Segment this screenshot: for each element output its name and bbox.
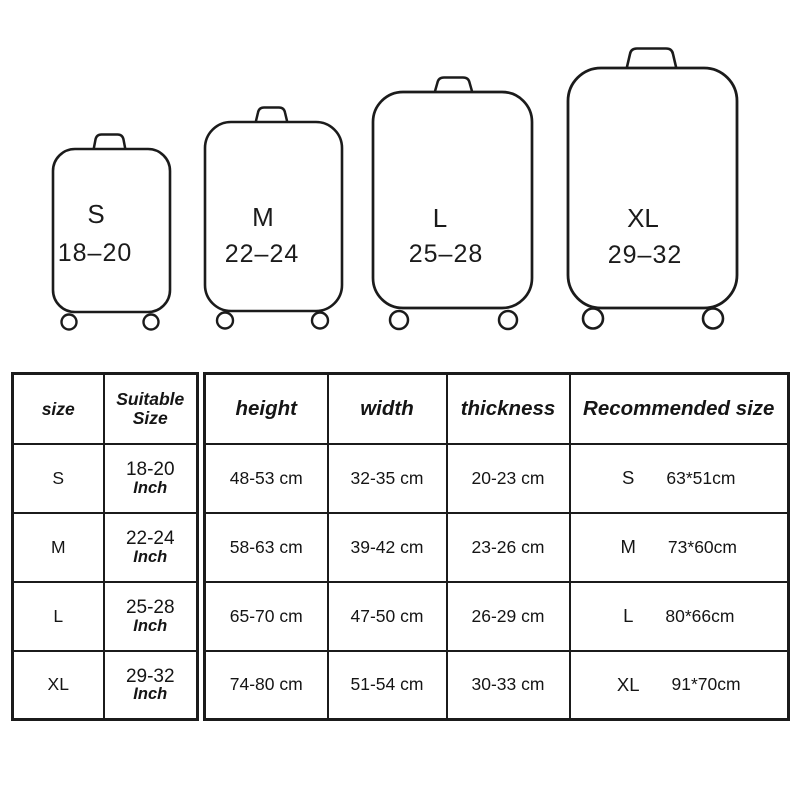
suitcase-size-range: 29–32 bbox=[608, 241, 683, 269]
suitcase-size-label: L bbox=[433, 203, 447, 233]
recommended-size-letter: M bbox=[620, 536, 636, 557]
table-row: L 25-28 Inch bbox=[11, 580, 199, 652]
wheel-icon bbox=[215, 311, 235, 330]
table-row: 58-63 cm 39-42 cm 23-26 cm M 73*60cm bbox=[203, 511, 790, 583]
suitable-value: 25-28 bbox=[125, 596, 175, 618]
cell-suitable: 22-24 Inch bbox=[102, 511, 199, 583]
recommended-size-dimensions: 80*66cm bbox=[665, 605, 735, 626]
header-width: width bbox=[326, 372, 448, 445]
suitcase-size-range: 18–20 bbox=[58, 239, 133, 267]
suitcase-xl: XL 29–32 bbox=[566, 47, 739, 330]
suitcase-size-range: 25–28 bbox=[409, 240, 484, 268]
suitable-value: 22-24 bbox=[125, 527, 175, 549]
wheel-icon bbox=[60, 313, 78, 331]
header-suitable-line2: Size bbox=[132, 407, 168, 428]
header-height: height bbox=[203, 372, 329, 445]
recommended-size-dimensions: 63*51cm bbox=[666, 467, 736, 488]
suitcase-body bbox=[371, 90, 534, 310]
cell-recommended: L 80*66cm bbox=[568, 580, 790, 652]
suitable-value: 29-32 bbox=[125, 665, 175, 687]
cell-height: 48-53 cm bbox=[203, 442, 329, 514]
suitable-unit: Inch bbox=[133, 547, 168, 566]
cell-recommended: M 73*60cm bbox=[568, 511, 790, 583]
recommended-size-dimensions: 91*70cm bbox=[671, 674, 741, 695]
cell-thickness: 23-26 cm bbox=[445, 511, 571, 583]
cell-recommended: XL 91*70cm bbox=[568, 649, 790, 721]
cell-size: L bbox=[11, 580, 105, 652]
suitcase-handle bbox=[625, 47, 678, 70]
cell-suitable: 18-20 Inch bbox=[102, 442, 199, 514]
wheel-icon bbox=[388, 309, 410, 331]
cell-thickness: 30-33 cm bbox=[445, 649, 571, 721]
recommended-size-letter: L bbox=[623, 605, 634, 626]
header-thickness: thickness bbox=[445, 372, 571, 445]
recommended-size-letter: XL bbox=[616, 673, 640, 695]
cell-height: 65-70 cm bbox=[203, 580, 329, 652]
wheel-icon bbox=[310, 311, 330, 330]
wheel-icon bbox=[142, 313, 160, 331]
suitcase-s: S 18–20 bbox=[51, 133, 172, 331]
suitcase-body bbox=[203, 120, 344, 313]
table-row: M 22-24 Inch bbox=[11, 511, 199, 583]
cell-suitable: 25-28 Inch bbox=[102, 580, 199, 652]
header-size: size bbox=[11, 372, 105, 445]
cell-width: 39-42 cm bbox=[326, 511, 448, 583]
cell-size: M bbox=[11, 511, 105, 583]
table-row: 65-70 cm 47-50 cm 26-29 cm L 80*66cm bbox=[203, 580, 790, 652]
suitable-unit: Inch bbox=[133, 478, 168, 497]
suitcase-diagram: S 18–20 M 22–24 L 25–28 XL 29 bbox=[51, 47, 739, 331]
suitcase-m: M 22–24 bbox=[203, 106, 344, 330]
suitcase-body bbox=[566, 66, 739, 310]
cell-size: XL bbox=[11, 649, 105, 721]
size-table: size Suitable Size S 18-20 Inch M 22-24 … bbox=[11, 372, 199, 721]
table-row: S 18-20 Inch bbox=[11, 442, 199, 514]
suitcase-size-label: XL bbox=[627, 203, 659, 233]
header-recommended-size: Recommended size bbox=[568, 372, 790, 445]
suitcase-size-label: M bbox=[252, 202, 274, 232]
suitable-unit: Inch bbox=[133, 685, 168, 704]
cell-recommended: S 63*51cm bbox=[568, 442, 790, 514]
recommended-size-dimensions: 73*60cm bbox=[667, 536, 737, 557]
cell-height: 58-63 cm bbox=[203, 511, 329, 583]
table-header-row: size Suitable Size bbox=[11, 372, 199, 445]
cell-suitable: 29-32 Inch bbox=[102, 649, 199, 721]
table-row: 48-53 cm 32-35 cm 20-23 cm S 63*51cm bbox=[203, 442, 790, 514]
cell-width: 32-35 cm bbox=[326, 442, 448, 514]
cell-thickness: 26-29 cm bbox=[445, 580, 571, 652]
suitcase-handle bbox=[254, 106, 289, 124]
cell-height: 74-80 cm bbox=[203, 649, 329, 721]
suitable-value: 18-20 bbox=[125, 458, 175, 480]
suitcase-body bbox=[51, 147, 172, 314]
cell-width: 51-54 cm bbox=[326, 649, 448, 721]
recommended-size-letter: S bbox=[622, 467, 635, 488]
cell-thickness: 20-23 cm bbox=[445, 442, 571, 514]
cell-width: 47-50 cm bbox=[326, 580, 448, 652]
wheel-icon bbox=[581, 307, 605, 330]
dimension-table: height width thickness Recommended size … bbox=[203, 372, 790, 721]
wheel-icon bbox=[497, 309, 519, 331]
suitcase-l: L 25–28 bbox=[371, 76, 534, 331]
header-suitable-line1: Suitable bbox=[116, 389, 185, 410]
suitcase-handle bbox=[92, 133, 127, 151]
suitcase-size-range: 22–24 bbox=[225, 240, 300, 268]
suitable-unit: Inch bbox=[133, 616, 168, 635]
wheel-icon bbox=[701, 307, 725, 330]
suitcase-size-label: S bbox=[87, 199, 104, 229]
header-suitable-size: Suitable Size bbox=[102, 372, 199, 445]
table-row: XL 29-32 Inch bbox=[11, 649, 199, 721]
suitcase-handle bbox=[433, 76, 474, 94]
cell-size: S bbox=[11, 442, 105, 514]
table-row: 74-80 cm 51-54 cm 30-33 cm XL 91*70cm bbox=[203, 649, 790, 721]
table-header-row: height width thickness Recommended size bbox=[203, 372, 790, 445]
